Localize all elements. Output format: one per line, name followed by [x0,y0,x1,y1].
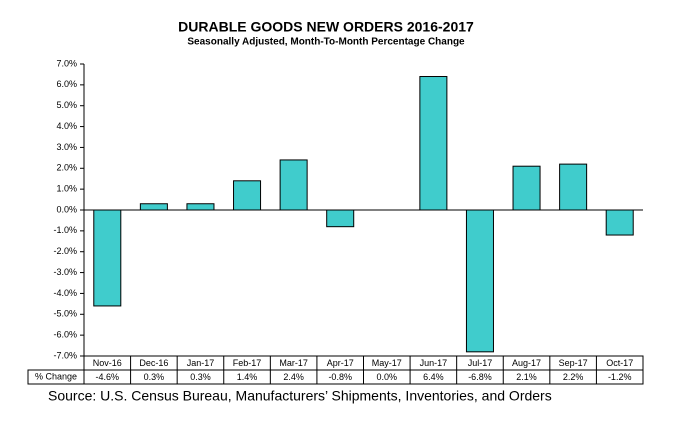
table-row-header-cell [27,369,85,385]
y-tick-label: -2.0% [53,246,77,256]
bar [419,76,448,211]
table-value: 2.1% [516,372,537,382]
y-tick-label: -6.0% [53,330,77,340]
x-tick-label: Apr-17 [327,358,354,368]
y-tick-label: 2.0% [56,163,77,173]
table-value: 0.0% [377,372,398,382]
table-value: -4.6% [96,372,120,382]
x-tick-label: Oct-17 [606,358,633,368]
chart-subtitle: Seasonally Adjusted, Month-To-Month Perc… [187,37,465,48]
y-tick-label: 1.0% [56,184,77,194]
bar [465,209,494,353]
y-tick-label: 6.0% [56,79,77,89]
bar [605,209,634,236]
bar [512,165,541,211]
x-tick-label: Jul-17 [468,358,493,368]
x-tick-label: May-17 [372,358,402,368]
table-value: 0.3% [144,372,165,382]
table-row-label: % Change [35,371,77,381]
y-tick-label: 7.0% [56,58,77,68]
source-note: Source: U.S. Census Bureau, Manufacturer… [48,388,552,404]
y-tick-label: -7.0% [53,350,77,360]
y-tick-label: 0.0% [56,204,77,214]
bar [279,159,308,211]
table-value: 1.4% [237,372,258,382]
y-tick-label: 5.0% [56,100,77,110]
x-tick-label: Dec-16 [139,358,168,368]
chart-title: DURABLE GOODS NEW ORDERS 2016-2017 [178,19,474,35]
x-tick-label: Jan-17 [187,358,215,368]
y-tick-label: -5.0% [53,309,77,319]
bar [93,209,122,307]
bar [186,203,215,211]
x-tick-label: Aug-17 [512,358,541,368]
x-tick-label: Jun-17 [420,358,448,368]
table-value: -6.8% [468,372,492,382]
bar [233,180,262,211]
x-tick-label: Sep-17 [559,358,588,368]
bar [139,203,168,211]
table-value: 2.2% [563,372,584,382]
y-tick-label: -1.0% [53,225,77,235]
x-tick-label: Nov-16 [93,358,122,368]
table-value: -1.2% [608,372,632,382]
y-tick-label: 4.0% [56,121,77,131]
x-tick-label: Feb-17 [233,358,262,368]
y-tick-label: -3.0% [53,267,77,277]
table-value: -0.8% [328,372,352,382]
x-tick-label: Mar-17 [279,358,308,368]
bar [326,209,355,228]
y-tick-label: -4.0% [53,288,77,298]
table-value: 0.3% [190,372,211,382]
table-value: 2.4% [283,372,304,382]
y-tick-label: 3.0% [56,142,77,152]
table-value: 6.4% [423,372,444,382]
bar [559,163,588,211]
